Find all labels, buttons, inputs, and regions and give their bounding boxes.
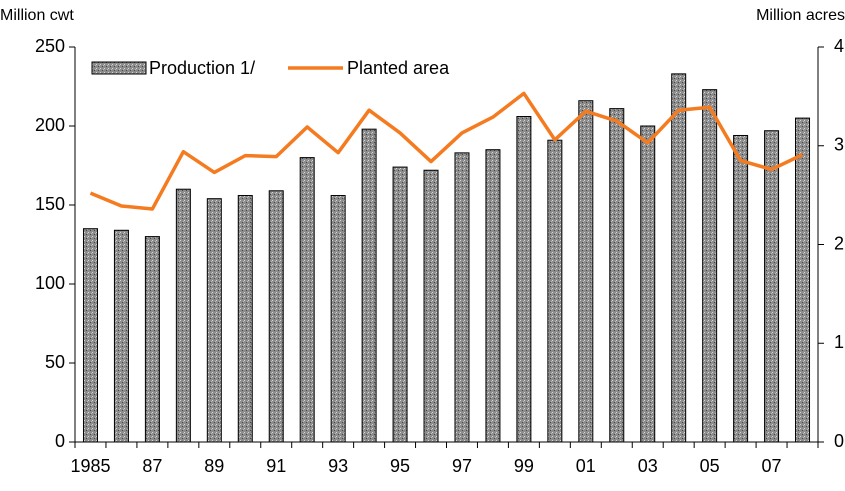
x-tick-label: 89: [204, 456, 224, 476]
y2-axis-label: Million acres: [756, 7, 845, 24]
x-tick-label: 07: [762, 456, 782, 476]
bar: [299, 157, 315, 443]
legend-label: Planted area: [347, 58, 450, 78]
bar: [578, 100, 594, 443]
y2-tick-label: 3: [834, 135, 844, 155]
x-tick-label: 95: [390, 456, 410, 476]
bar: [361, 128, 377, 443]
bar: [547, 139, 563, 443]
x-tick-label: 97: [452, 456, 472, 476]
bar: [454, 152, 470, 443]
bar: [330, 195, 346, 443]
y-tick-label: 200: [35, 115, 65, 135]
x-tick-label: 03: [638, 456, 658, 476]
bar: [268, 190, 284, 443]
bar: [609, 108, 625, 443]
bar: [423, 169, 439, 443]
y-tick-label: 100: [35, 273, 65, 293]
y2-tick-label: 2: [834, 233, 844, 253]
y-axis-label: Million cwt: [0, 7, 74, 24]
bar: [144, 236, 160, 443]
bar: [175, 188, 191, 443]
x-tick-label: 87: [142, 456, 162, 476]
line: [89, 91, 804, 211]
x-tick-label: 05: [700, 456, 720, 476]
x-tick-label: 01: [576, 456, 596, 476]
bar: [206, 198, 222, 443]
bar: [702, 89, 718, 443]
y-tick-label: 150: [35, 194, 65, 214]
bar: [485, 149, 501, 443]
bar: [516, 116, 532, 443]
x-tick-label: 99: [514, 456, 534, 476]
bar: [640, 125, 656, 443]
y2-tick-label: 4: [834, 36, 844, 56]
bar: [671, 73, 687, 443]
x-tick-label: 93: [328, 456, 348, 476]
bar: [764, 130, 780, 443]
y2-tick-label: 1: [834, 332, 844, 352]
legend-swatch: [91, 61, 147, 75]
y-tick-label: 50: [45, 352, 65, 372]
x-tick-label: 91: [266, 456, 286, 476]
bar: [113, 229, 129, 443]
bar: [237, 195, 253, 443]
bar: [795, 117, 811, 443]
y-tick-label: 0: [55, 431, 65, 451]
y2-tick-label: 0: [834, 431, 844, 451]
bar: [392, 166, 408, 443]
bar: [82, 228, 98, 443]
legend-label: Production 1/: [149, 58, 255, 78]
y-tick-label: 250: [35, 36, 65, 56]
bar: [733, 134, 749, 443]
x-tick-label: 1985: [70, 456, 110, 476]
